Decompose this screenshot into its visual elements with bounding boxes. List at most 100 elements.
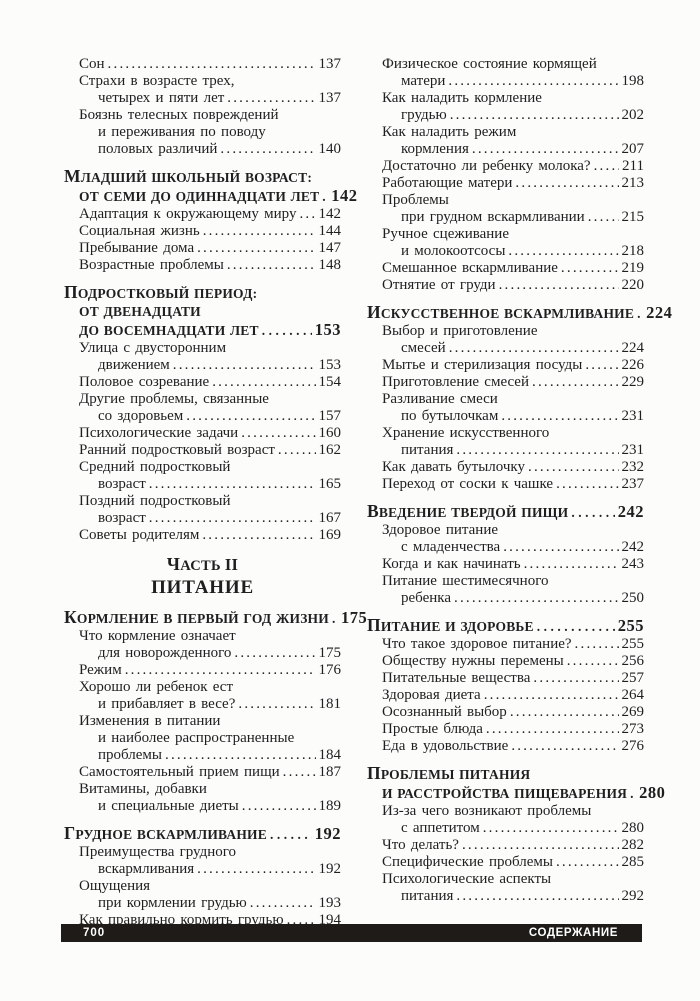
- dot-leader: [454, 590, 619, 607]
- line-text: Из-за чего возникают проблемы: [382, 803, 592, 819]
- dot-leader: [637, 305, 643, 323]
- line-text: Выбор и приготовление: [382, 323, 538, 339]
- dot-leader: [108, 56, 316, 73]
- toc-block-part: ЧАСТЬ II ПИТАНИЕ: [64, 555, 341, 599]
- page-number: 184: [318, 747, 342, 763]
- lead-capital: Г: [64, 823, 76, 843]
- line-text: при грудном вскармливании: [401, 209, 585, 225]
- toc-entry-line: Простые блюда 273: [367, 721, 644, 738]
- toc-entry: Изменения в питании и наиболее распростра…: [64, 713, 341, 764]
- dot-leader: [173, 357, 316, 374]
- line-text: и наиболее распространенные: [98, 730, 295, 746]
- toc-entry-line: Страхи в возрасте трех,: [64, 73, 341, 90]
- page-number: 192: [318, 861, 342, 877]
- line-text: Психологические задачи: [79, 425, 239, 441]
- line-text: по бутылочкам: [401, 408, 499, 424]
- line-text: Проблемы: [382, 192, 449, 208]
- toc-entry: Адаптация к окружающему миру 142: [64, 206, 341, 223]
- toc-entry-line: Хорошо ли ребенок ест: [64, 679, 341, 696]
- dot-leader: [556, 476, 618, 493]
- page-number: 292: [621, 888, 645, 904]
- page-number: 242: [621, 539, 645, 555]
- toc-entry-line: Смешанное вскармливание 219: [367, 260, 644, 277]
- page-number: 142: [331, 186, 358, 205]
- line-text: Половое созревание: [79, 374, 210, 390]
- toc-entry: Смешанное вскармливание 219: [367, 260, 644, 277]
- line-text: Улица с двусторонним: [79, 340, 227, 356]
- toc-heading-line: ВВЕДЕНИЕ ТВЕРДОЙ ПИЩИ 242: [367, 502, 644, 522]
- line-text: Ощущения: [79, 878, 151, 894]
- toc-entry-line: Что делать? 282: [367, 837, 644, 854]
- line-text: Переход от соски к чашке: [382, 476, 554, 492]
- toc-entry-line: Когда и как начинать 243: [367, 556, 644, 573]
- toc-entry-line: с аппетитом 280: [367, 820, 644, 837]
- toc-entry: Страхи в возрасте трех, четырех и пяти ле…: [64, 73, 341, 107]
- toc-entry-line: Здоровое питание: [367, 522, 644, 539]
- toc-entry: Пребывание дома 147: [64, 240, 341, 257]
- dot-leader: [241, 425, 315, 442]
- line-text: Специфические проблемы: [382, 854, 553, 870]
- page-number: 213: [621, 175, 645, 191]
- page-number: 153: [314, 320, 341, 339]
- line-text: Ранний подростковый возраст: [79, 442, 275, 458]
- toc-entry-line: по бутылочкам 231: [367, 408, 644, 425]
- toc-entry-line: и специальные диеты 189: [64, 798, 341, 815]
- page-number: 257: [621, 670, 645, 686]
- toc-entry-line: Питание шестимесячного: [367, 573, 644, 590]
- toc-entry-line: грудью 202: [367, 107, 644, 124]
- line-text: и молокоотсосы: [401, 243, 506, 259]
- line-text: кормления: [401, 141, 469, 157]
- toc-heading-line: ДО ВОСЕМНАДЦАТИ ЛЕТ 153: [64, 321, 341, 340]
- page-number: 181: [318, 696, 342, 712]
- toc-entry: Еда в удовольствие 276: [367, 738, 644, 755]
- line-text: Хранение искусственного: [382, 425, 550, 441]
- dot-leader: [149, 510, 316, 527]
- dot-leader: [503, 539, 618, 556]
- toc-heading: МЛАДШИЙ ШКОЛЬНЫЙ ВОЗРАСТ: ОТ СЕМИ ДО ОДИН…: [64, 167, 357, 206]
- toc-entry: Когда и как начинать 243: [367, 556, 644, 573]
- toc-entry-line: Пребывание дома 147: [64, 240, 341, 257]
- line-text: и специальные диеты: [98, 798, 239, 814]
- toc-entry-line: Самостоятельный прием пищи 187: [64, 764, 341, 781]
- part-title: ПИТАНИЕ: [151, 577, 254, 598]
- dot-leader: [186, 408, 315, 425]
- toc-entry: Половое созревание 154: [64, 374, 341, 391]
- line-text: со здоровьем: [98, 408, 184, 424]
- dot-leader: [462, 837, 619, 854]
- toc-entry: Хорошо ли ребенок ест и прибавляет в весе…: [64, 679, 341, 713]
- line-text: Средний подростковый: [79, 459, 231, 475]
- toc-entry: Возрастные проблемы 148: [64, 257, 341, 274]
- line-text: Хорошо ли ребенок ест: [79, 679, 234, 695]
- line-text: Отнятие от груди: [382, 277, 496, 293]
- toc-entry-line: Сон 137: [64, 56, 341, 73]
- line-text: Самостоятельный прием пищи: [79, 764, 280, 780]
- line-text: Другие проблемы, связанные: [79, 391, 269, 407]
- toc-entry-line: Разливание смеси: [367, 391, 644, 408]
- part-numeral: II: [224, 555, 239, 574]
- line-text: ПРОБЛЕМЫ ПИТАНИЯ: [367, 763, 531, 783]
- line-text: возраст: [98, 510, 146, 526]
- dot-leader: [472, 141, 619, 158]
- page-number: 255: [621, 636, 645, 652]
- toc-entry: Специфические проблемы 285: [367, 854, 644, 871]
- dot-leader: [165, 747, 316, 764]
- toc-entry: Что такое здоровое питание? 255: [367, 636, 644, 653]
- dot-leader: [203, 223, 316, 240]
- line-text: Возрастные проблемы: [79, 257, 224, 273]
- toc-entry-line: смесей 224: [367, 340, 644, 357]
- toc-entry-line: Отнятие от груди 220: [367, 277, 644, 294]
- toc-heading-line: ИСКУССТВЕННОЕ ВСКАРМЛИВАНИЕ 224: [367, 303, 672, 323]
- toc-heading-line: ПИТАНИЕ И ЗДОРОВЬЕ 255: [367, 616, 644, 636]
- dot-leader: [499, 277, 619, 294]
- part-kicker: ЧАСТЬ II: [166, 554, 239, 575]
- toc-entry-line: Поздний подростковый: [64, 493, 341, 510]
- line-text: Физическое состояние кормящей: [382, 56, 597, 72]
- toc-entry: Переход от соски к чашке 237: [367, 476, 644, 493]
- toc-heading: ПОДРОСТКОВЫЙ ПЕРИОД: ОТ ДВЕНАДЦАТИ ДО ВОСЕ…: [64, 283, 341, 340]
